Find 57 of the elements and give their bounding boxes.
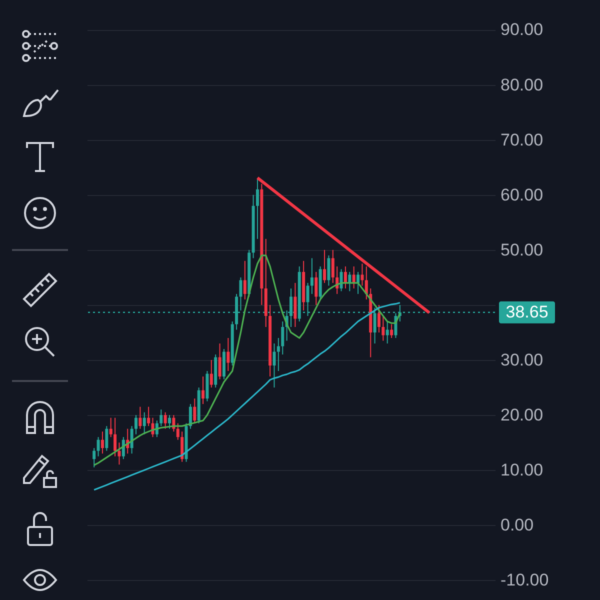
y-tick-label: 10.00 (500, 460, 544, 480)
candlestick (114, 417, 117, 457)
candlestick (160, 409, 163, 427)
candlestick (356, 271, 360, 294)
candlestick (138, 406, 142, 430)
candlestick (360, 263, 364, 286)
line-series (93, 302, 401, 491)
candlestick (314, 271, 318, 306)
candlestick (109, 417, 112, 438)
candlestick (96, 436, 100, 457)
y-tick-label: 30.00 (500, 350, 544, 370)
y-tick-label: 60.00 (500, 185, 544, 204)
candlestick (344, 266, 347, 289)
candlestick (276, 337, 280, 372)
candlestick (310, 258, 314, 294)
candlestick (243, 260, 246, 300)
candlestick (92, 448, 96, 468)
candlestick (193, 398, 196, 424)
candlestick (118, 442, 121, 466)
candlestick (134, 414, 138, 435)
candlestick (294, 282, 297, 328)
y-tick-label: 20.00 (500, 406, 544, 425)
candlestick (390, 324, 394, 338)
candlestick (210, 360, 213, 388)
candlestick (386, 320, 389, 344)
candlestick (142, 412, 146, 435)
y-tick-label: 90.00 (500, 20, 544, 40)
candlestick (164, 412, 167, 430)
candlestick (323, 249, 326, 284)
candlestick (352, 266, 356, 289)
candlestick (256, 178, 259, 240)
candlestick (100, 431, 104, 454)
candlestick (327, 254, 330, 286)
y-tick-label: 70.00 (500, 130, 544, 150)
candlestick (147, 406, 150, 427)
candlestick (331, 249, 334, 284)
candlestick (281, 320, 284, 355)
candlestick (226, 337, 230, 372)
candlestick (382, 315, 385, 342)
candlestick (168, 414, 172, 430)
y-tick-label: 80.00 (500, 75, 544, 94)
y-tick-label: 0.00 (500, 516, 534, 535)
y-tick-label: -10.00 (500, 570, 549, 590)
candlestick (348, 271, 352, 292)
line-series (93, 254, 401, 466)
candlestick (218, 342, 222, 380)
candlestick (377, 304, 380, 333)
candlestick (272, 342, 276, 388)
candlestick (180, 431, 184, 462)
candlestick (176, 422, 180, 440)
ref-line-label: 38.65 (506, 302, 548, 322)
y-tick-label: 50.00 (500, 240, 544, 260)
candlestick (202, 376, 205, 405)
candlestick (364, 266, 368, 300)
candlestick (188, 404, 192, 430)
candlestick (105, 426, 108, 452)
candlestick (239, 276, 242, 311)
